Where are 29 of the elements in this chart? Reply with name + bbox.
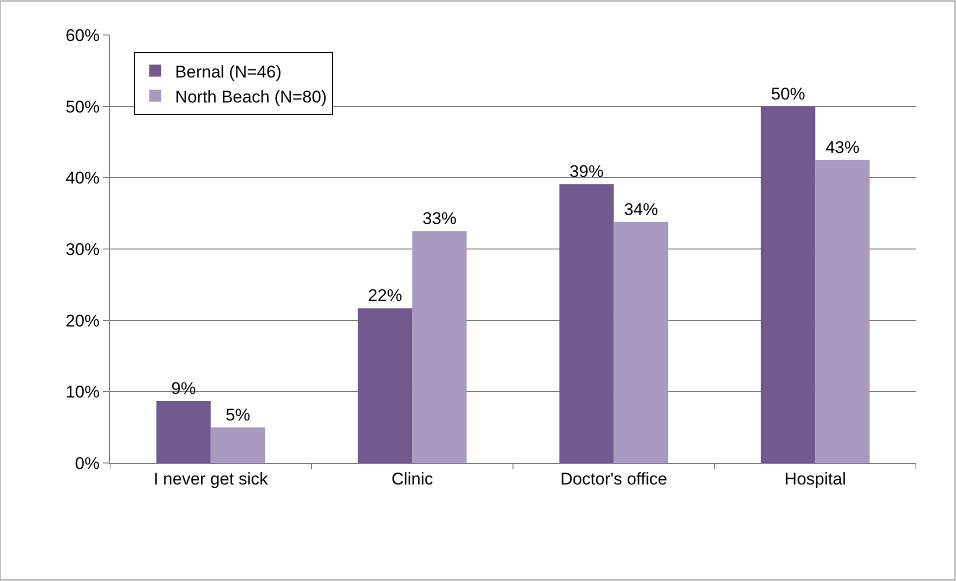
bar — [210, 427, 266, 463]
legend-label: Bernal (N=46) — [175, 62, 282, 82]
y-tick-label: 40% — [66, 168, 100, 188]
y-tick-label: 0% — [75, 454, 100, 473]
bar — [156, 400, 211, 463]
data-label: 22% — [368, 286, 402, 306]
y-tick-label: 50% — [66, 97, 100, 116]
data-label: 39% — [570, 162, 604, 182]
data-label: 5% — [226, 405, 250, 424]
y-tick-label: 60% — [66, 26, 100, 45]
x-tick-label: I never get sick — [154, 469, 268, 488]
y-tick-label: 30% — [66, 240, 100, 259]
bar — [358, 308, 412, 463]
bar — [559, 184, 614, 463]
bar — [614, 222, 668, 463]
bar — [760, 106, 816, 463]
data-label: 50% — [771, 84, 806, 104]
legend-label: North Beach (N=80) — [175, 87, 327, 106]
y-tick-label: 20% — [66, 311, 100, 330]
data-label: 43% — [825, 138, 860, 157]
data-label: 9% — [171, 378, 196, 398]
y-tick-label: 10% — [66, 382, 100, 402]
bar — [815, 160, 870, 463]
data-label: 34% — [624, 200, 658, 219]
bar — [412, 231, 467, 463]
data-label: 33% — [422, 209, 456, 228]
x-tick-label: Doctor's office — [560, 469, 668, 488]
x-tick-label: Clinic — [391, 469, 434, 488]
x-tick-label: Hospital — [784, 469, 846, 488]
